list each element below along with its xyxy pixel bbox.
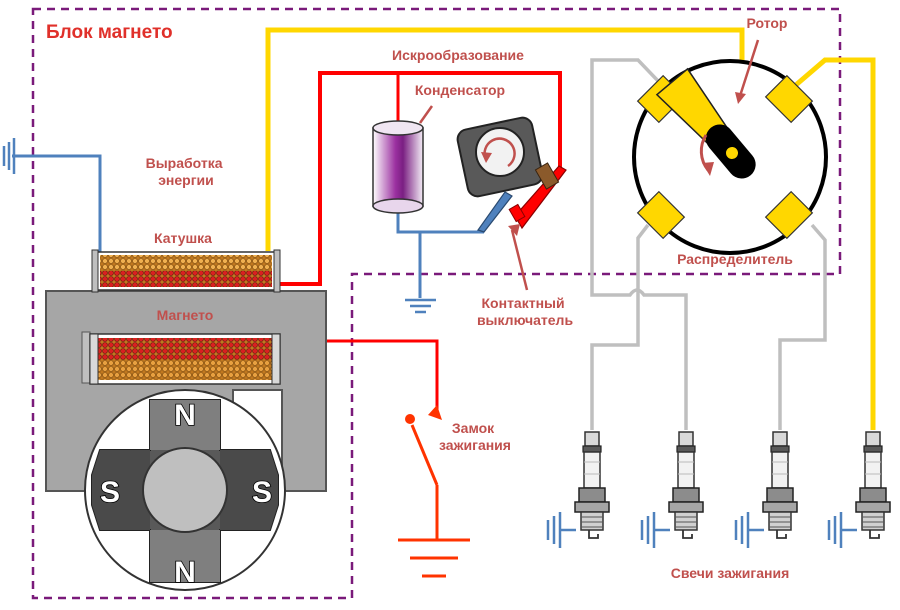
ground-icon: [398, 538, 470, 578]
south-pole-left: S: [100, 476, 120, 509]
label-magneto: Магнето: [157, 307, 214, 323]
label-energy-generation-line1: Выработка: [146, 155, 223, 171]
ht-wire-to-plug-4: [788, 57, 876, 430]
label-spark-plugs: Свечи зажигания: [671, 565, 790, 581]
ground-icon: [405, 298, 436, 314]
ground-icon: [2, 138, 16, 174]
magnet-icon: N N S S: [84, 389, 286, 591]
spark-plug-icon: [546, 431, 610, 550]
distributor: [632, 39, 828, 255]
ht-wire-to-plug-1: [590, 58, 688, 430]
label-contact-breaker: Контактный выключатель: [477, 295, 574, 328]
spark-plug-icon: [827, 431, 891, 550]
label-contact-breaker-line2: выключатель: [477, 312, 574, 328]
label-ignition-switch: Замок зажигания: [439, 420, 511, 453]
label-energy-generation: Выработка энергии: [146, 155, 227, 188]
label-distributor: Распределитель: [677, 251, 793, 267]
label-contact-breaker-line1: Контактный: [482, 295, 565, 311]
label-condenser: Конденсатор: [415, 82, 505, 98]
spark-plug-icon: [734, 431, 798, 550]
label-ignition-switch-line1: Замок: [452, 420, 495, 436]
label-ignition-switch-line2: зажигания: [439, 437, 511, 453]
capacitor-icon: [372, 105, 434, 214]
north-pole-top: N: [174, 399, 196, 432]
contact-breaker: [456, 116, 567, 291]
primary-wire: [272, 71, 562, 286]
ignition-switch: [405, 405, 442, 540]
north-pole-bottom: N: [174, 556, 196, 589]
south-pole-right: S: [252, 476, 272, 509]
magneto-block-frame: [31, 7, 842, 600]
label-coil: Катушка: [154, 230, 212, 246]
spark-plug-icon: [640, 431, 704, 550]
label-rotor: Ротор: [747, 15, 788, 31]
ground-wire-condenser: [396, 205, 484, 234]
ground-wire-left: [12, 154, 102, 252]
ht-wire-to-plug-3: [778, 223, 827, 430]
diagram-title: Блок магнето: [46, 22, 173, 43]
label-spark-generation: Искрообразование: [392, 47, 524, 63]
rotation-arrow-icon: [483, 137, 516, 168]
ignition-coil: [91, 249, 281, 293]
ht-wire-to-plug-2: [590, 223, 650, 430]
label-energy-generation-line2: энергии: [158, 172, 214, 188]
rotor: [655, 67, 756, 179]
magneto-winding: [89, 333, 281, 385]
